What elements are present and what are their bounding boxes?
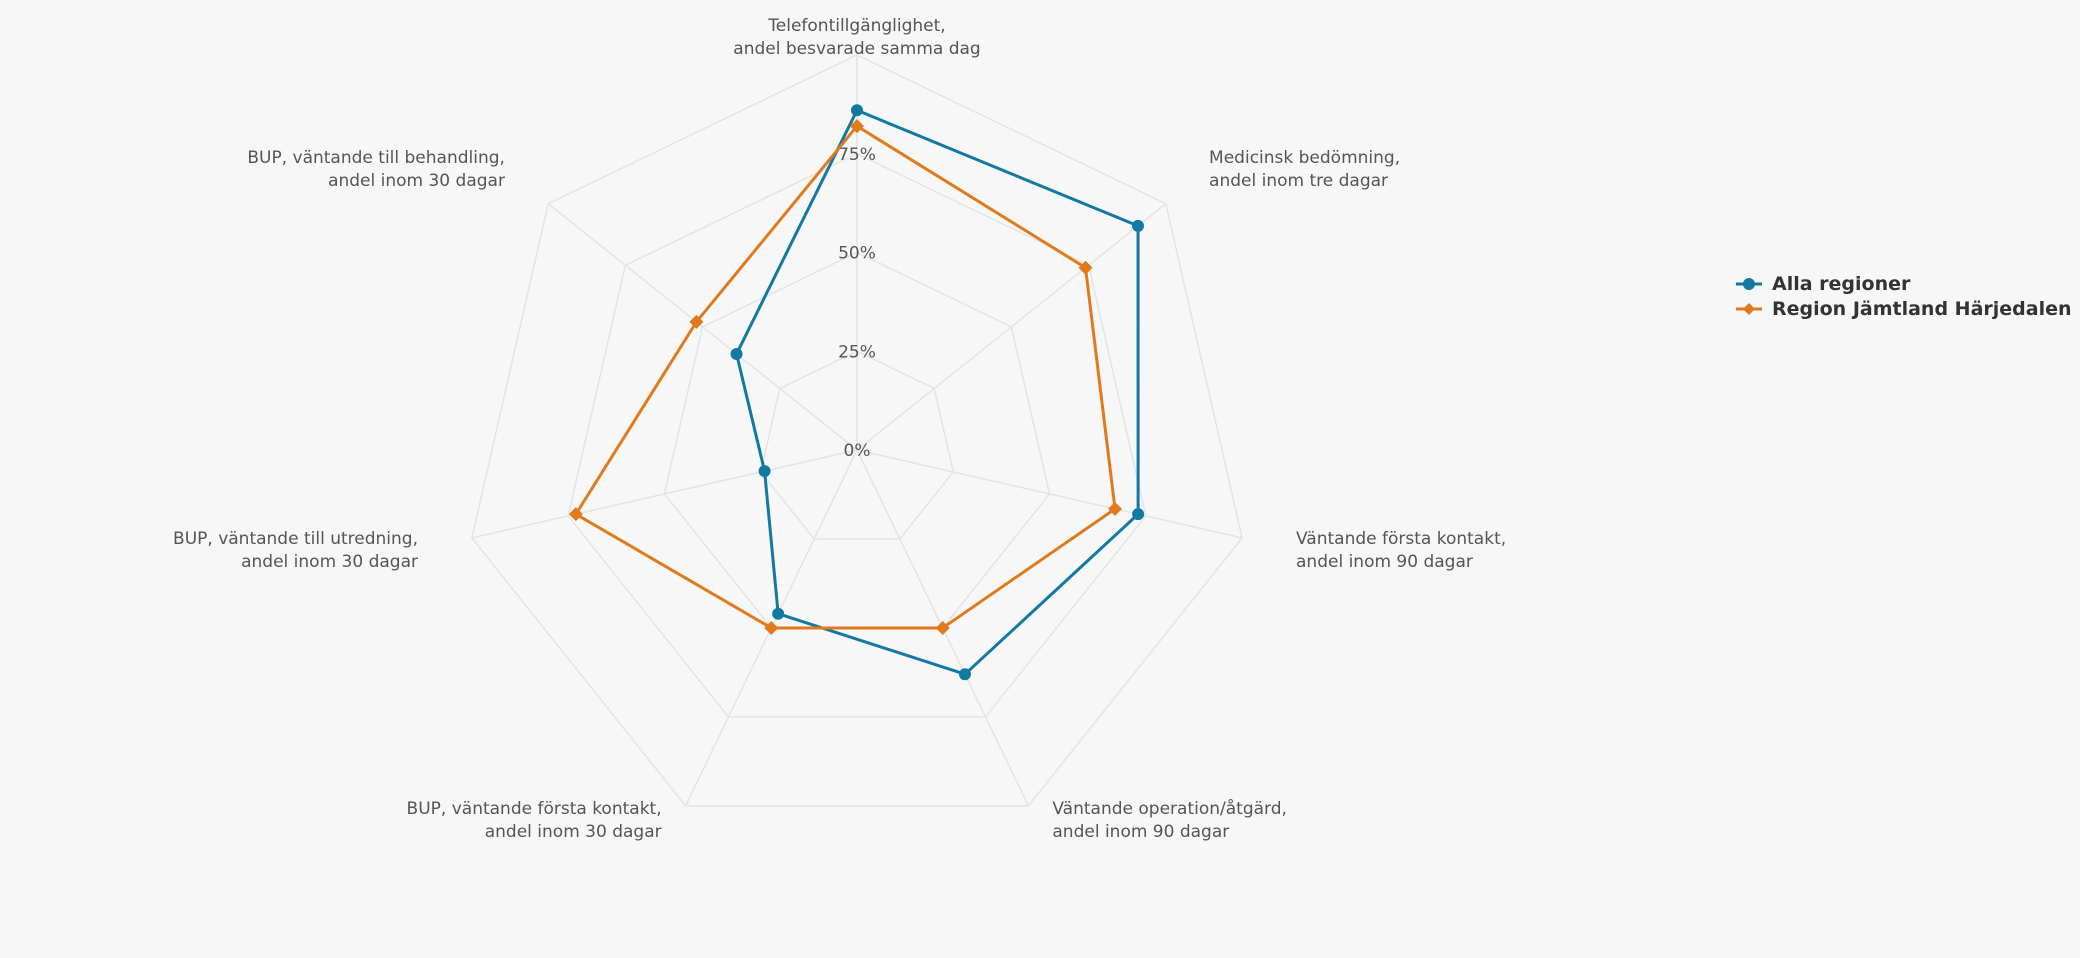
data-point xyxy=(1108,501,1123,516)
axis-spoke xyxy=(471,449,858,539)
category-label-line: BUP, väntande till utredning, xyxy=(173,529,418,549)
legend-label: Alla regioner xyxy=(1772,273,1911,295)
category-label-line: andel inom 30 dagar xyxy=(328,171,505,191)
data-point xyxy=(568,507,583,522)
axis-spoke xyxy=(856,449,1243,539)
category-label-line: andel inom 90 dagar xyxy=(1296,552,1473,572)
category-label-line: Telefontillgänglighet, xyxy=(767,16,945,36)
axis-spoke xyxy=(856,203,1167,451)
category-label: Väntande första kontakt, andel inom 90 da… xyxy=(1296,529,1506,572)
category-label: BUP, väntande till utredning, andel inom … xyxy=(173,529,418,572)
data-point xyxy=(935,620,950,635)
data-point xyxy=(1132,219,1145,232)
category-label-line: andel inom 90 dagar xyxy=(1052,822,1229,842)
series-line xyxy=(735,108,1140,676)
grid-ring xyxy=(471,54,1243,807)
y-tick-label: 25% xyxy=(838,342,876,362)
category-label-line: Medicinsk bedömning, xyxy=(1209,148,1400,168)
data-point xyxy=(689,314,704,329)
category-label-line: andel inom 30 dagar xyxy=(241,552,418,572)
series-line xyxy=(574,124,1117,630)
category-label-line: BUP, väntande första kontakt, xyxy=(407,799,662,819)
grid-ring xyxy=(567,152,1147,718)
category-label-line: andel besvarade samma dag xyxy=(733,39,980,59)
legend-marker xyxy=(1743,278,1755,290)
category-label-line: Väntande operation/åtgärd, xyxy=(1052,798,1287,819)
category-label: Medicinsk bedömning, andel inom tre dagar xyxy=(1209,148,1400,191)
category-label: Väntande operation/åtgärd, andel inom 90 … xyxy=(1052,798,1287,842)
category-label-line: BUP, väntande till behandling, xyxy=(247,148,505,168)
y-tick-label: 75% xyxy=(838,145,876,165)
data-point xyxy=(850,119,864,134)
legend-marker xyxy=(1743,303,1755,315)
data-point xyxy=(764,620,779,635)
data-point xyxy=(958,668,971,681)
category-label: BUP, väntande till behandling, andel inom… xyxy=(247,148,505,191)
category-label: Telefontillgänglighet, andel besvarade sa… xyxy=(733,16,980,59)
data-point xyxy=(1078,260,1093,275)
data-point xyxy=(851,104,863,117)
legend-label: Region Jämtland Härjedalen xyxy=(1772,298,2072,320)
data-point xyxy=(730,347,743,360)
y-tick-label: 50% xyxy=(838,244,876,264)
data-point xyxy=(772,607,785,620)
data-point xyxy=(758,465,771,478)
data-point xyxy=(1132,508,1145,521)
grid-ring xyxy=(759,350,955,540)
category-label-line: andel inom 30 dagar xyxy=(485,822,662,842)
category-label-line: andel inom tre dagar xyxy=(1209,171,1388,191)
category-label: BUP, väntande första kontakt, andel inom … xyxy=(407,799,662,842)
axis-spoke xyxy=(547,203,858,451)
category-label-line: Väntande första kontakt, xyxy=(1296,529,1506,549)
y-tick-label: 0% xyxy=(844,441,871,461)
